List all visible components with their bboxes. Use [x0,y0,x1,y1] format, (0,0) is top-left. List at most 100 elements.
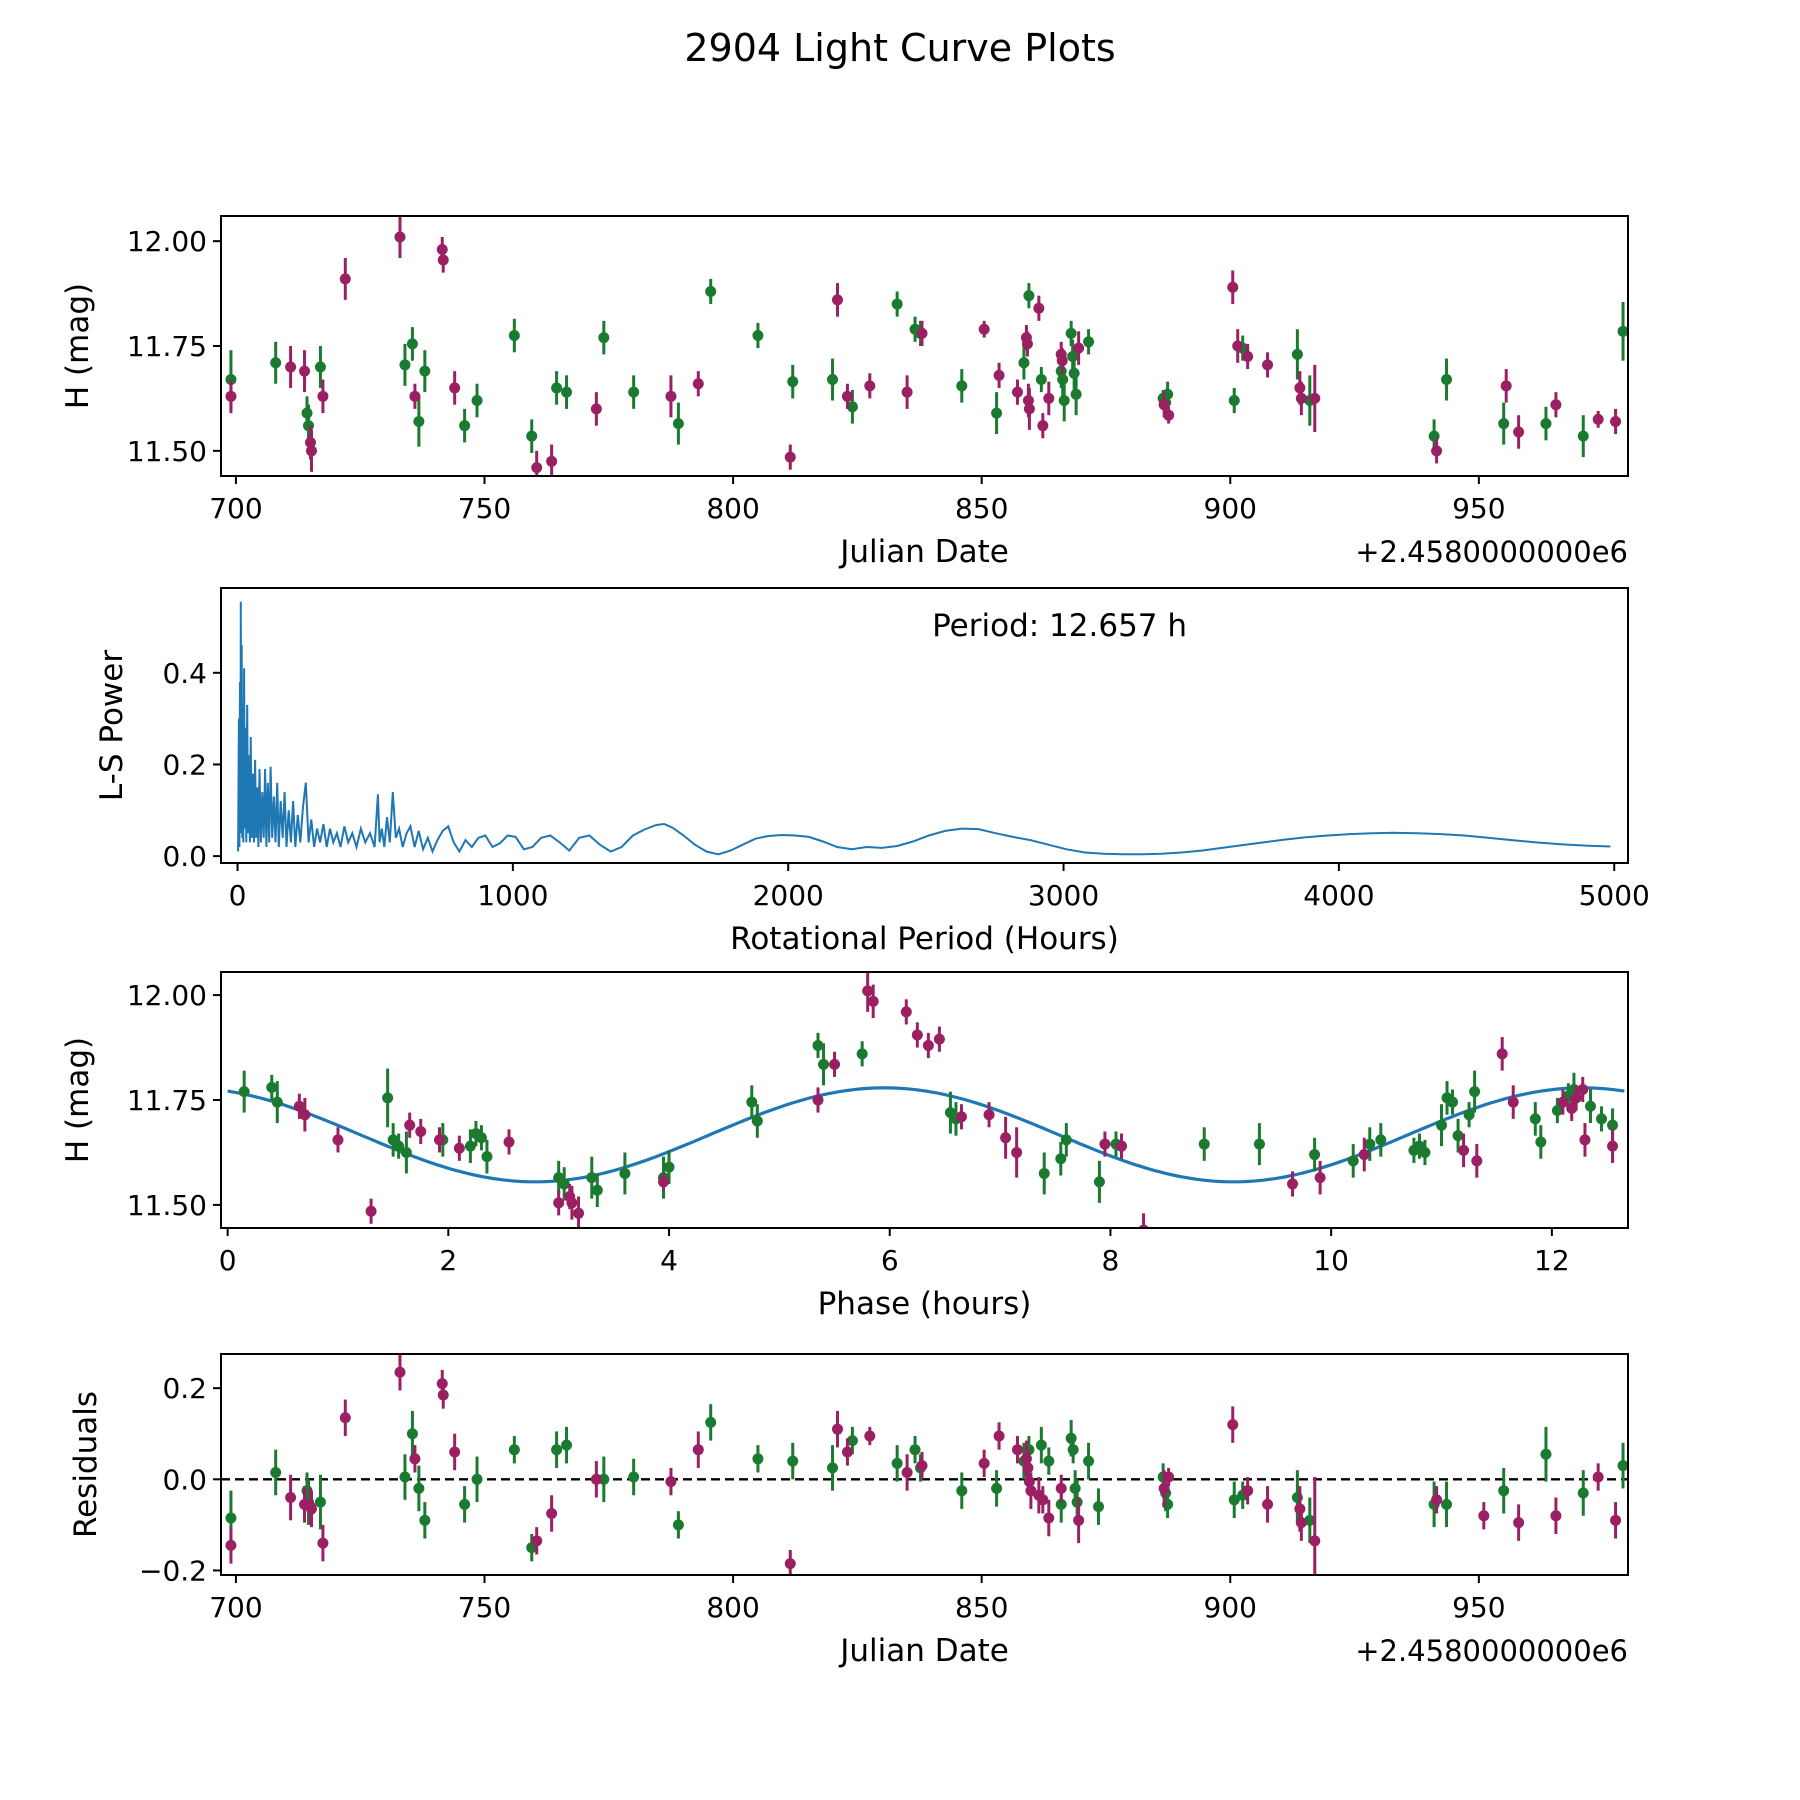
x-tick-label: 2 [439,1244,457,1277]
marker-dot [672,418,684,430]
data-point [1038,1152,1050,1195]
data-point [1592,411,1604,428]
marker-dot [956,1485,968,1497]
data-point [433,1127,445,1153]
marker-dot [1500,380,1512,392]
data-point [1295,1504,1307,1541]
x-tick-label: 700 [209,492,262,525]
marker-dot [665,1476,677,1488]
data-point [1458,1133,1470,1168]
marker-dot [812,1039,824,1051]
marker-dot [1592,1471,1604,1483]
marker-dot [956,380,968,392]
data-point [1033,295,1045,321]
plot-area-residuals [221,1354,1628,1575]
marker-dot [1069,1482,1081,1494]
data-point [305,429,317,472]
x-tick-label: 4000 [1303,879,1374,912]
data-point [339,1399,351,1437]
data-point [299,1097,311,1132]
data-point [481,1139,493,1174]
data-point [1507,1085,1519,1119]
marker-dot [1596,1113,1608,1125]
marker-dot [1579,1134,1591,1146]
data-point [956,369,968,403]
x-tick-label: 900 [1204,492,1257,525]
data-point [1557,1089,1569,1115]
data-point [1540,406,1552,441]
marker-dot [409,390,421,402]
x-axis-label: Phase (hours) [818,1286,1032,1322]
marker-dot [1023,290,1035,302]
series-purple [225,216,1622,476]
data-point [841,1438,853,1466]
marker-dot [827,1462,839,1474]
data-point [399,1454,411,1500]
marker-dot [663,1161,675,1173]
data-point [404,1112,416,1138]
marker-dot [1018,357,1030,369]
marker-dot [591,1184,603,1196]
data-point [406,327,418,361]
data-point [553,1160,565,1195]
marker-dot [1577,430,1589,442]
data-point [1018,346,1030,380]
marker-dot [314,1496,326,1508]
data-point [293,1093,305,1119]
data-point [1436,1104,1448,1147]
marker-dot [566,1197,578,1209]
marker-dot [1073,342,1085,354]
marker-dot [399,1471,411,1483]
data-point [856,1041,868,1067]
data-point [1227,1406,1239,1443]
marker-dot [1577,1084,1589,1096]
marker-dot [978,323,990,335]
data-point [1551,1097,1563,1124]
y-tick-label: 0.0 [162,840,207,873]
marker-dot [784,1558,796,1570]
marker-dot [829,1058,841,1070]
marker-dot [270,1466,282,1478]
marker-dot [978,1457,990,1469]
data-point [1287,1171,1299,1197]
data-point [503,1129,515,1155]
data-point [591,1173,603,1208]
marker-dot [1025,1485,1037,1497]
data-point [993,1422,1005,1450]
data-point [471,1456,483,1503]
marker-dot [1498,1485,1510,1497]
marker-dot [573,1207,585,1219]
marker-dot [1431,445,1443,457]
marker-dot [818,1058,830,1070]
x-tick-label: 10 [1313,1244,1349,1277]
marker-dot [983,1109,995,1121]
marker-dot [1070,388,1082,400]
data-point [1498,1467,1510,1514]
marker-dot [1262,359,1274,371]
y-axis-label: L-S Power [94,650,130,801]
marker-dot [413,415,425,427]
marker-dot [1607,1119,1619,1131]
data-point [922,1032,934,1059]
data-point [867,984,879,1019]
marker-dot [437,1389,449,1401]
marker-dot [453,1142,465,1154]
data-point [1067,1436,1079,1464]
y-axis-label: Residuals [68,1391,104,1538]
x-tick-label: 8 [1102,1244,1120,1277]
marker-dot [1287,1178,1299,1190]
marker-dot [1227,1419,1239,1431]
panel-residuals: 700 750 800 850 900 950 −0.2 0.0 0.2 Julian Date R… [68,1353,1629,1669]
marker-dot [1083,1455,1095,1467]
marker-dot [991,407,1003,419]
data-point [531,1527,543,1555]
data-point [665,1467,677,1496]
data-point [1093,1488,1105,1525]
marker-dot [1617,1460,1628,1472]
marker-dot [751,1115,763,1127]
data-point [1607,1129,1619,1163]
marker-dot [1540,418,1552,430]
marker-dot [1441,374,1453,386]
marker-dot [1551,1104,1563,1116]
